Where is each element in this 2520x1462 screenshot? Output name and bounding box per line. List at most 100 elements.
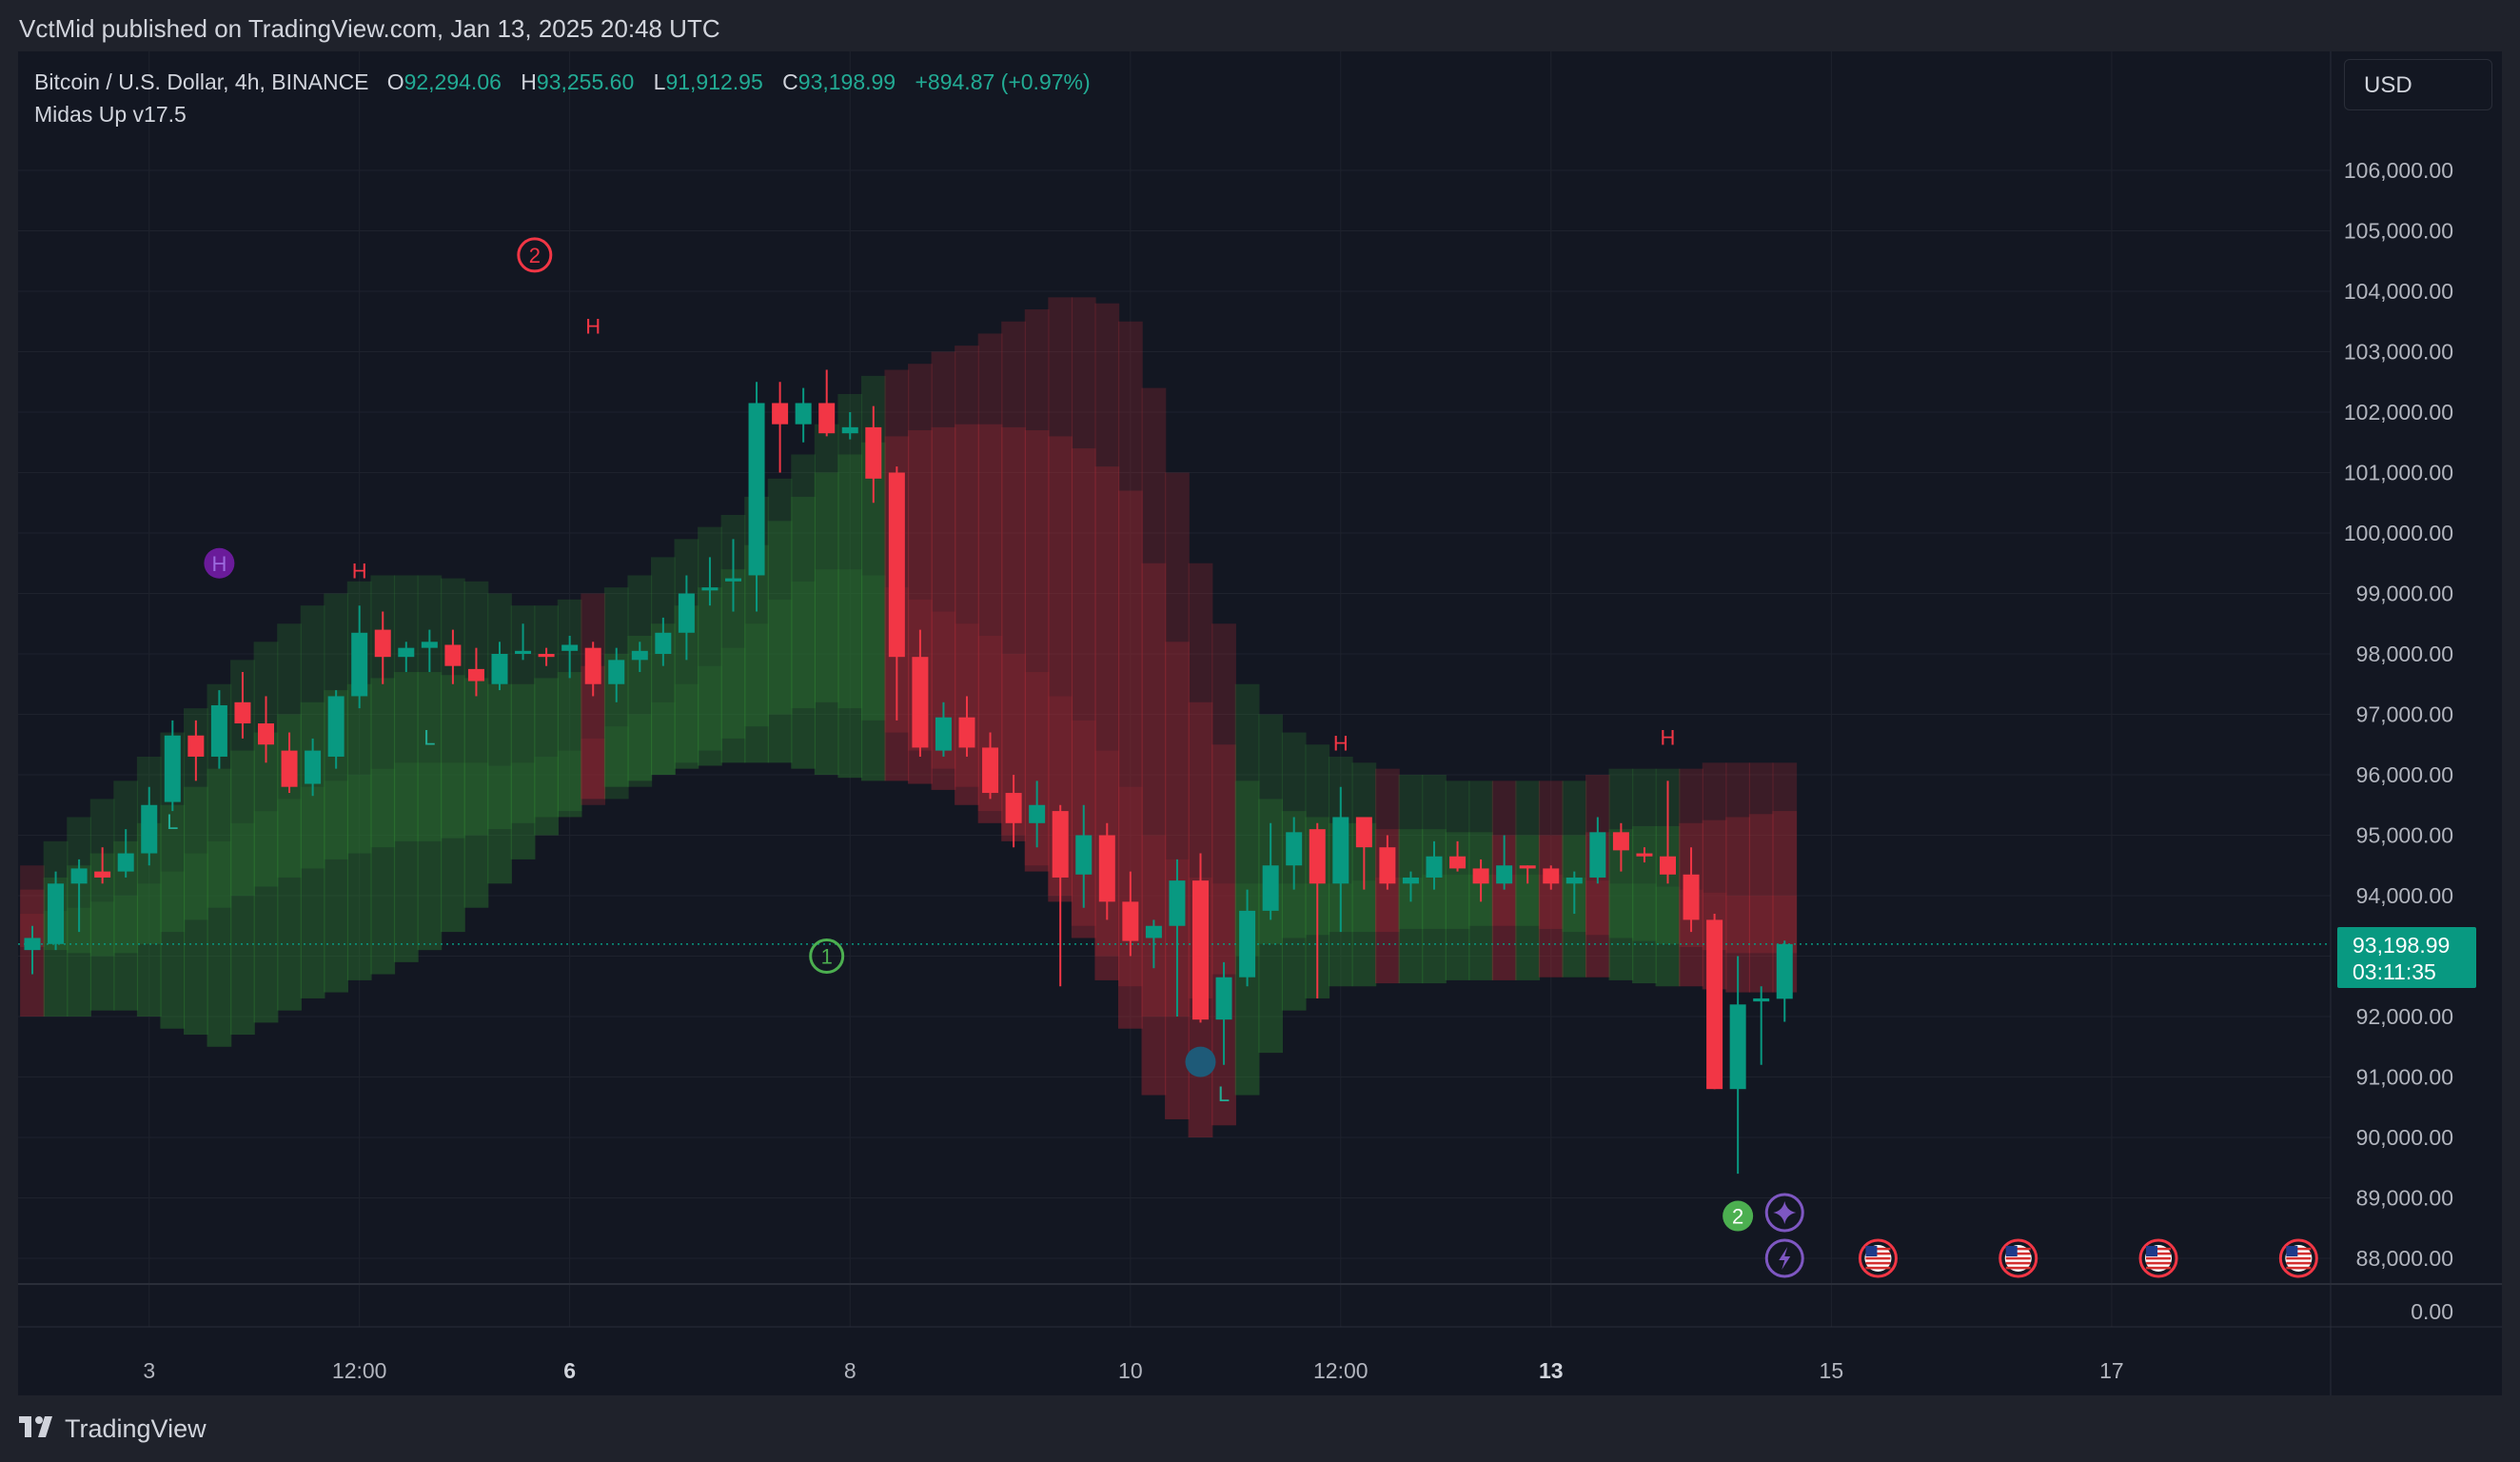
band-segment [393, 762, 419, 962]
band-segment [1608, 883, 1634, 980]
candle-body [935, 717, 952, 751]
flag-stripe [2286, 1261, 2312, 1265]
price-axis: 88,000.00 89,000.00 90,000.00 91,000.00 92,0… [2344, 158, 2453, 1324]
band-segment [1515, 874, 1541, 980]
band-segment [1748, 814, 1774, 954]
flag-stripe [1865, 1252, 1891, 1255]
candle [1496, 835, 1513, 890]
band-segment [720, 647, 746, 763]
symbol-name[interactable]: Bitcoin / U.S. Dollar, 4h, BINANCE [34, 69, 369, 94]
band-segment [627, 714, 653, 781]
candle-body [561, 644, 579, 651]
candle [48, 871, 65, 951]
band-segment [698, 587, 722, 751]
band-segment [767, 521, 793, 715]
signal-marker: 1 [809, 938, 845, 974]
candle [1215, 961, 1232, 1065]
flag-stripe [2005, 1261, 2031, 1265]
band-segment [300, 605, 325, 998]
flag-shape [2145, 1245, 2173, 1272]
band-segment [487, 765, 512, 884]
band-segment [370, 678, 396, 848]
high-value: 93,255.60 [536, 69, 635, 94]
pivot-label: L [1218, 1082, 1230, 1106]
marker-ring [809, 938, 845, 974]
price-tick-label: 91,000.00 [2356, 1065, 2453, 1090]
us-flag-icon[interactable] [1858, 1238, 1898, 1278]
tradingview-logo-icon[interactable] [19, 1416, 57, 1437]
us-flag-icon[interactable] [1998, 1238, 2038, 1278]
sparkle-icon[interactable] [1764, 1193, 1804, 1233]
candle [1753, 986, 1770, 1065]
band-segment [1772, 811, 1798, 954]
candle-body [982, 747, 999, 794]
band-segment [463, 762, 489, 908]
candlestick-chart[interactable]: 2 H 1 2 H H H H L L L 88,000.00 89,000.00 90,000.00 91… [18, 51, 2502, 1395]
candle [795, 387, 812, 443]
price-tick-label: 92,000.00 [2356, 1004, 2453, 1029]
us-flag-icon[interactable] [2138, 1238, 2178, 1278]
marker-label: 1 [821, 945, 833, 969]
indicator-legend[interactable]: Midas Up v17.5 [34, 102, 187, 127]
candle-body [374, 629, 391, 658]
candle-body [234, 701, 251, 724]
band-segment [837, 569, 863, 779]
chart-legend: Bitcoin / U.S. Dollar, 4h, BINANCE O92,2… [34, 66, 1091, 130]
currency-selector[interactable]: USD [2344, 59, 2492, 110]
band-segment [534, 756, 559, 836]
candle [1426, 840, 1443, 890]
price-tick-label: 106,000.00 [2344, 158, 2453, 183]
brand-name[interactable]: TradingView [65, 1414, 207, 1443]
candle [1589, 817, 1606, 884]
last-price-value: 93,198.99 [2353, 933, 2451, 958]
band-segment [814, 424, 839, 775]
candle [1029, 780, 1046, 848]
candle-body [865, 426, 882, 479]
candle [491, 642, 508, 691]
band-segment [557, 672, 582, 812]
candle-body [1332, 817, 1349, 884]
pivot-label: H [585, 314, 600, 338]
candle [1309, 822, 1326, 998]
band-segment [1491, 874, 1517, 980]
band-segment [346, 683, 372, 854]
price-tick-label: 99,000.00 [2356, 582, 2453, 606]
price-tick-label: 100,000.00 [2344, 521, 2453, 545]
band-segment [510, 762, 536, 859]
band-segment [1211, 744, 1236, 975]
band-segment [277, 623, 302, 1011]
band-segment [393, 672, 419, 841]
band-segment [1001, 321, 1026, 841]
band-segment [417, 672, 443, 841]
midas-bands [20, 297, 1798, 1137]
candle [444, 629, 462, 684]
candle [1122, 871, 1139, 957]
candle [818, 369, 836, 437]
candle-body [1449, 856, 1467, 869]
price-tick-label: 97,000.00 [2356, 702, 2453, 727]
band-segment [230, 822, 255, 1036]
pivot-label: H [352, 560, 367, 583]
candle-body [631, 650, 648, 661]
candle [1472, 859, 1489, 902]
candle-body [24, 938, 41, 951]
band-segment [1632, 883, 1657, 984]
chart-pane[interactable]: 2 H 1 2 H H H H L L L 88,000.00 89,000.00 90,000.00 91… [18, 51, 2502, 1395]
candle-body [141, 804, 158, 854]
band-segment [767, 478, 793, 763]
last-price-tag: 93,198.99 03:11:35 [2337, 927, 2476, 988]
candle-body [1753, 998, 1770, 1002]
band-segment [1725, 817, 1751, 954]
signal-marker [1185, 1046, 1216, 1077]
flag-stripe [2005, 1247, 2031, 1251]
flag-stripe [2146, 1247, 2172, 1251]
us-flag-icon[interactable] [2278, 1238, 2318, 1278]
flag-stripe [2005, 1256, 2031, 1260]
flag-shape [1864, 1245, 1892, 1272]
pivot-label: H [1333, 732, 1349, 756]
band-segment [837, 393, 863, 779]
lightning-icon[interactable] [1764, 1238, 1804, 1278]
candle-body [1543, 868, 1560, 884]
candle [1169, 859, 1186, 1017]
candle-body [281, 750, 298, 787]
